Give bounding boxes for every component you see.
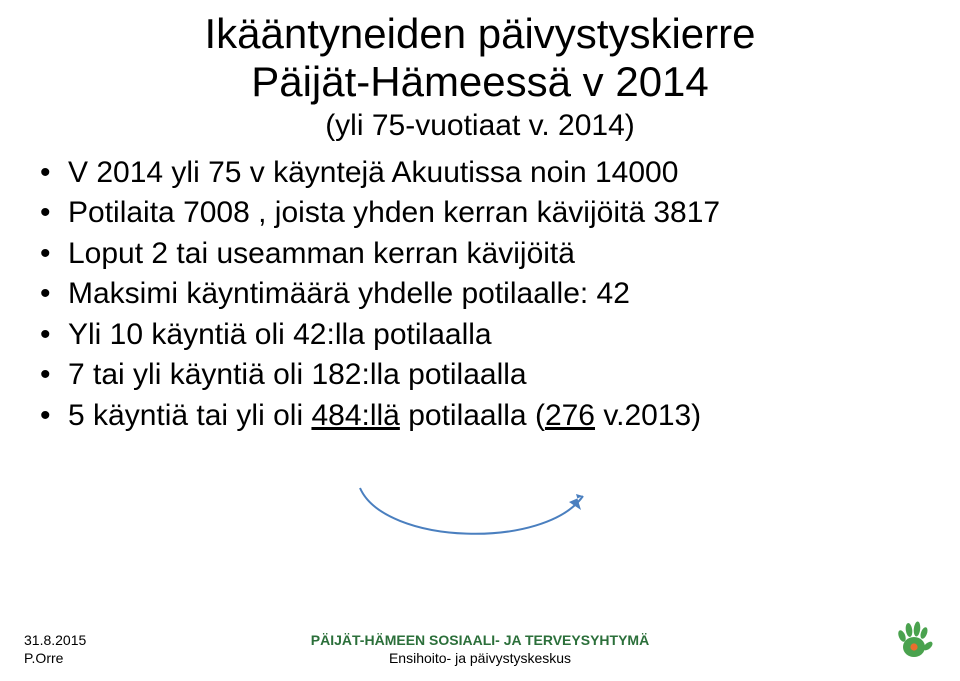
handprint-icon (888, 613, 938, 663)
footer-dept: Ensihoito- ja päivystyskeskus (0, 650, 960, 668)
curved-arrow (345, 470, 605, 550)
footer-org: PÄIJÄT-HÄMEEN SOSIAALI- JA TERVEYSYHTYMÄ (0, 632, 960, 650)
bullet-item: 7 tai yli käyntiä oli 182:lla potilaalla (40, 355, 960, 396)
bullet-item: Potilaita 7008 , joista yhden kerran käv… (40, 193, 960, 234)
bullet-item: Yli 10 käyntiä oli 42:lla potilaalla (40, 315, 960, 356)
bullet-item: Loput 2 tai useamman kerran kävijöitä (40, 234, 960, 275)
bullet-text: Yli 10 käyntiä oli 42:lla potilaalla (68, 318, 492, 351)
bullet-text: Potilaita 7008 , joista yhden kerran käv… (68, 196, 720, 229)
bullet-item: 5 käyntiä tai yli oli 484:llä potilaalla… (40, 396, 960, 437)
bullet-text: Loput 2 tai useamman kerran kävijöitä (68, 237, 575, 270)
slide: Ikääntyneiden päivystyskierre Päijät-Häm… (0, 0, 960, 681)
title-subtitle: (yli 75-vuotiaat v. 2014) (0, 109, 960, 143)
footer-center: PÄIJÄT-HÄMEEN SOSIAALI- JA TERVEYSYHTYMÄ… (0, 632, 960, 667)
bullet-text: 7 tai yli käyntiä oli 182:lla potilaalla (68, 358, 527, 391)
bullet-text: Maksimi käyntimäärä yhdelle potilaalle: … (68, 277, 630, 310)
bullet-text: 5 käyntiä tai yli oli 484:llä potilaalla… (68, 399, 701, 432)
title-block: Ikääntyneiden päivystyskierre Päijät-Häm… (0, 0, 960, 143)
bullet-item: Maksimi käyntimäärä yhdelle potilaalle: … (40, 274, 960, 315)
bullet-text: V 2014 yli 75 v käyntejä Akuutissa noin … (68, 156, 678, 189)
bullet-item: V 2014 yli 75 v käyntejä Akuutissa noin … (40, 153, 960, 194)
bullet-list: V 2014 yli 75 v käyntejä Akuutissa noin … (40, 153, 960, 437)
title-line-1: Ikääntyneiden päivystyskierre (0, 10, 960, 58)
title-line-2: Päijät-Hämeessä v 2014 (0, 58, 960, 106)
